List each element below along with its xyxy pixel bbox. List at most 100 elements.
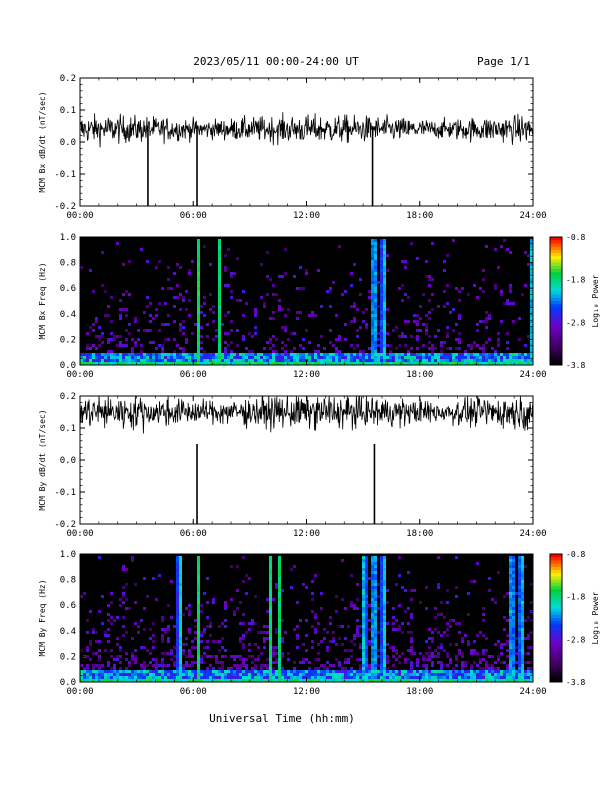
spectrogram-cell — [239, 667, 242, 670]
spectrogram-cell — [134, 655, 137, 658]
spectrogram-cell — [377, 353, 380, 356]
spectrogram-cell — [179, 652, 182, 655]
spectrogram-cell — [335, 670, 338, 673]
spectrogram-cell — [362, 571, 365, 574]
spectrogram-cell — [107, 338, 110, 341]
spectrogram-cell — [401, 622, 404, 625]
spectrogram-cell — [392, 616, 395, 619]
spectrogram-cell — [95, 359, 98, 362]
spectrogram-cell — [125, 676, 128, 679]
colorbar-step — [550, 265, 562, 270]
spectrogram-cell — [380, 586, 383, 589]
spectrogram-cell — [446, 670, 449, 673]
spectrogram-cell — [317, 622, 320, 625]
spectrogram-cell — [296, 362, 299, 365]
spectrogram-cell — [335, 350, 338, 353]
spectrogram-cell — [515, 670, 518, 673]
spectrogram-cell — [512, 679, 515, 682]
spectrogram-cell — [89, 658, 92, 661]
spectrogram-cell — [167, 628, 170, 631]
spectrogram-cell — [86, 362, 89, 365]
spectrogram-cell — [197, 679, 200, 682]
spectrogram-cell — [284, 356, 287, 359]
spectrogram-cell — [509, 646, 512, 649]
spectrogram-cell — [455, 287, 458, 290]
spectrogram-cell — [107, 314, 110, 317]
spectrogram-cell — [176, 601, 179, 604]
spectrogram-cell — [392, 628, 395, 631]
spectrogram-cell — [113, 338, 116, 341]
spectrogram-cell — [179, 562, 182, 565]
spectrogram-cell — [89, 353, 92, 356]
spectrogram-cell — [482, 667, 485, 670]
spectrogram-cell — [440, 661, 443, 664]
spectrogram-cell — [512, 667, 515, 670]
spectrogram-cell — [374, 347, 377, 350]
spectrogram-cell — [278, 362, 281, 365]
spectrogram-cell — [278, 574, 281, 577]
spectrogram-cell — [248, 622, 251, 625]
spectrogram-cell — [116, 673, 119, 676]
spectrogram-cell — [416, 670, 419, 673]
spectrogram-cell — [302, 583, 305, 586]
spectrogram-cell — [266, 664, 269, 667]
spectrogram-cell — [179, 592, 182, 595]
spectrogram-cell — [374, 362, 377, 365]
spectrogram-cell — [137, 679, 140, 682]
spectrogram-cell — [437, 613, 440, 616]
spectrogram-cell — [167, 278, 170, 281]
spectrogram-cell — [425, 652, 428, 655]
spectrogram-cell — [512, 652, 515, 655]
spectrogram-cell — [497, 676, 500, 679]
spectrogram-cell — [140, 356, 143, 359]
spectrogram-cell — [197, 326, 200, 329]
spectrogram-cell — [500, 652, 503, 655]
spectrogram-cell — [83, 356, 86, 359]
spectrogram-cell — [407, 679, 410, 682]
spectrogram-cell — [401, 652, 404, 655]
spectrogram-cell — [374, 628, 377, 631]
spectrogram-cell — [470, 673, 473, 676]
spectrogram-cell — [500, 359, 503, 362]
spectrogram-cell — [269, 356, 272, 359]
spectrogram-cell — [461, 679, 464, 682]
spectrogram-cell — [311, 356, 314, 359]
spectrogram-cell — [278, 661, 281, 664]
spectrogram-cell — [197, 595, 200, 598]
spectrogram-cell — [218, 296, 221, 299]
spectrogram-cell — [278, 571, 281, 574]
spectrogram-cell — [365, 610, 368, 613]
spectrogram-cell — [179, 670, 182, 673]
spectrogram-cell — [179, 649, 182, 652]
spectrogram-cell — [377, 583, 380, 586]
spectrogram-cell — [518, 359, 521, 362]
colorbar-step — [550, 352, 562, 356]
spectrogram-cell — [230, 329, 233, 332]
spectrogram-cell — [155, 353, 158, 356]
spectrogram-cell — [152, 670, 155, 673]
spectrogram-cell — [320, 640, 323, 643]
spectrogram-cell — [449, 362, 452, 365]
spectrogram-cell — [221, 667, 224, 670]
spectrogram-cell — [230, 598, 233, 601]
spectrogram-cell — [275, 631, 278, 634]
spectrogram-cell — [242, 362, 245, 365]
spectrogram-cell — [386, 643, 389, 646]
spectrogram-cell — [524, 679, 527, 682]
spectrogram-cell — [170, 673, 173, 676]
spectrogram-cell — [278, 568, 281, 571]
spectrogram-cell — [197, 640, 200, 643]
spectrogram-cell — [350, 356, 353, 359]
spectrogram-cell — [383, 568, 386, 571]
spectrogram-cell — [446, 628, 449, 631]
spectrogram-cell — [128, 607, 131, 610]
spectrogram-cell — [440, 362, 443, 365]
spectrogram-cell — [218, 332, 221, 335]
spectrogram-cell — [197, 254, 200, 257]
spectrogram-cell — [191, 679, 194, 682]
spectrogram-cell — [263, 362, 266, 365]
spectrogram-cell — [155, 598, 158, 601]
spectrogram-cell — [251, 673, 254, 676]
spectrogram-cell — [482, 679, 485, 682]
spectrogram-cell — [440, 679, 443, 682]
